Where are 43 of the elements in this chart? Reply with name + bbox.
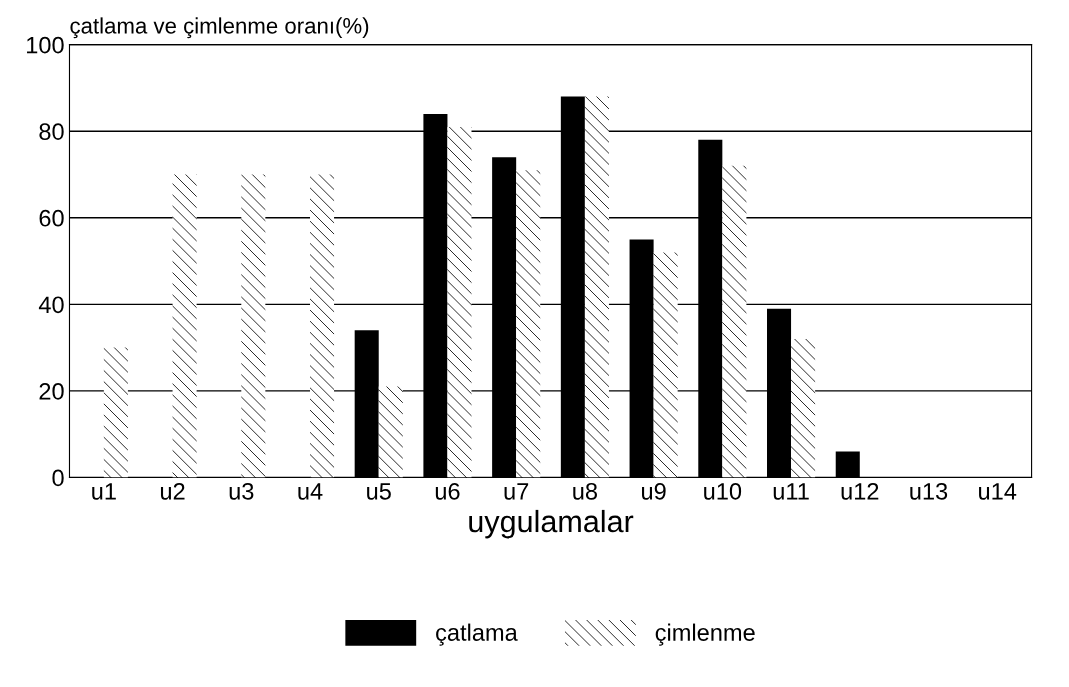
x-tick-label: u6: [435, 482, 460, 500]
x-axis-title: uygulamalar: [469, 509, 634, 539]
x-tick-label: u14: [979, 483, 1017, 500]
x-tick-label: u10: [704, 482, 742, 500]
x-tick-label: u11: [773, 483, 809, 500]
y-tick-label: 80: [39, 123, 64, 140]
bar: [172, 174, 197, 478]
x-tick-label: u9: [642, 482, 666, 500]
bar: [354, 330, 379, 478]
x-tick-label: u7: [504, 483, 529, 500]
bar: [560, 96, 585, 478]
y-tick-label: 0: [52, 469, 64, 487]
bar: [698, 139, 723, 478]
x-tick-label: u1: [92, 483, 116, 500]
x-tick-label: u4: [298, 483, 323, 500]
bar: [516, 170, 541, 478]
x-tick-label: u5: [367, 483, 391, 500]
y-tick-label: 100: [27, 36, 64, 54]
x-tick-label: u8: [573, 482, 597, 500]
bar: [584, 96, 609, 478]
x-tick-label: u12: [841, 482, 879, 500]
bar: [378, 386, 403, 478]
x-tick-label: u13: [910, 482, 948, 500]
bar: [447, 126, 472, 478]
bar: [791, 338, 816, 478]
y-tick-label: 40: [38, 296, 64, 314]
bar: [767, 308, 792, 478]
bar: [492, 157, 517, 478]
y-axis-title: çatlama ve çimlenme oranı(%): [70, 17, 369, 39]
bar: [423, 113, 448, 478]
bar: [629, 239, 654, 478]
bar: [835, 451, 860, 478]
y-tick-label: 60: [39, 209, 64, 227]
legend-label: çatlama: [436, 623, 518, 646]
x-tick-label: u2: [160, 482, 185, 500]
legend-label: çimlenme: [655, 623, 755, 646]
x-tick-label: u3: [229, 482, 254, 500]
bar: [241, 174, 266, 478]
bar: [653, 252, 678, 478]
bar: [310, 174, 335, 478]
bar: [722, 165, 747, 478]
bar: [103, 347, 128, 478]
y-tick-label: 20: [39, 382, 64, 400]
